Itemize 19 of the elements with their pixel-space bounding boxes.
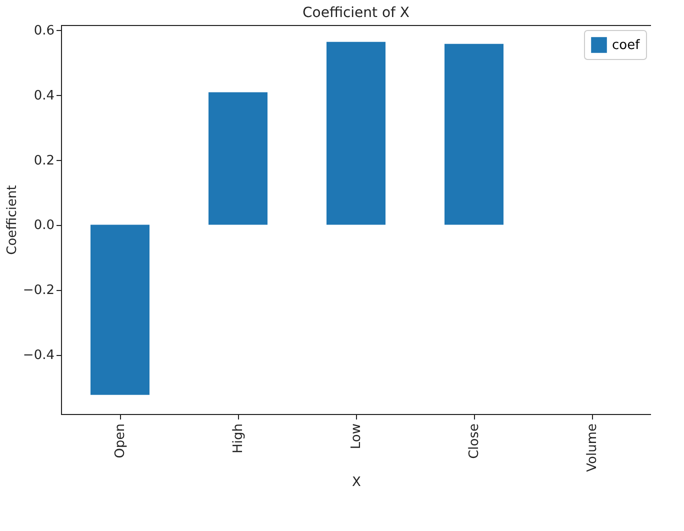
bar — [444, 44, 504, 225]
y-tick-label: 0.2 — [34, 153, 54, 168]
x-axis-title: X — [352, 474, 362, 490]
y-tick-label: 0.6 — [34, 23, 54, 38]
bar — [326, 42, 386, 225]
y-tick-label: 0.0 — [34, 218, 54, 234]
bar — [208, 92, 268, 225]
legend-label: coef — [612, 38, 640, 53]
x-tick-label: Close — [467, 424, 482, 459]
x-tick-label: Low — [349, 423, 364, 450]
y-tick-label: 0.4 — [34, 88, 54, 104]
bar — [90, 224, 150, 395]
x-tick-label: Volume — [585, 424, 600, 472]
chart-title: Coefficient of X — [302, 4, 410, 21]
y-tick-label: −0.4 — [22, 348, 54, 364]
x-tick-label: High — [231, 424, 246, 454]
y-axis-title: Coefficient — [4, 185, 20, 255]
x-tick-label: Open — [113, 424, 128, 458]
y-tick-label: −0.2 — [22, 283, 54, 298]
